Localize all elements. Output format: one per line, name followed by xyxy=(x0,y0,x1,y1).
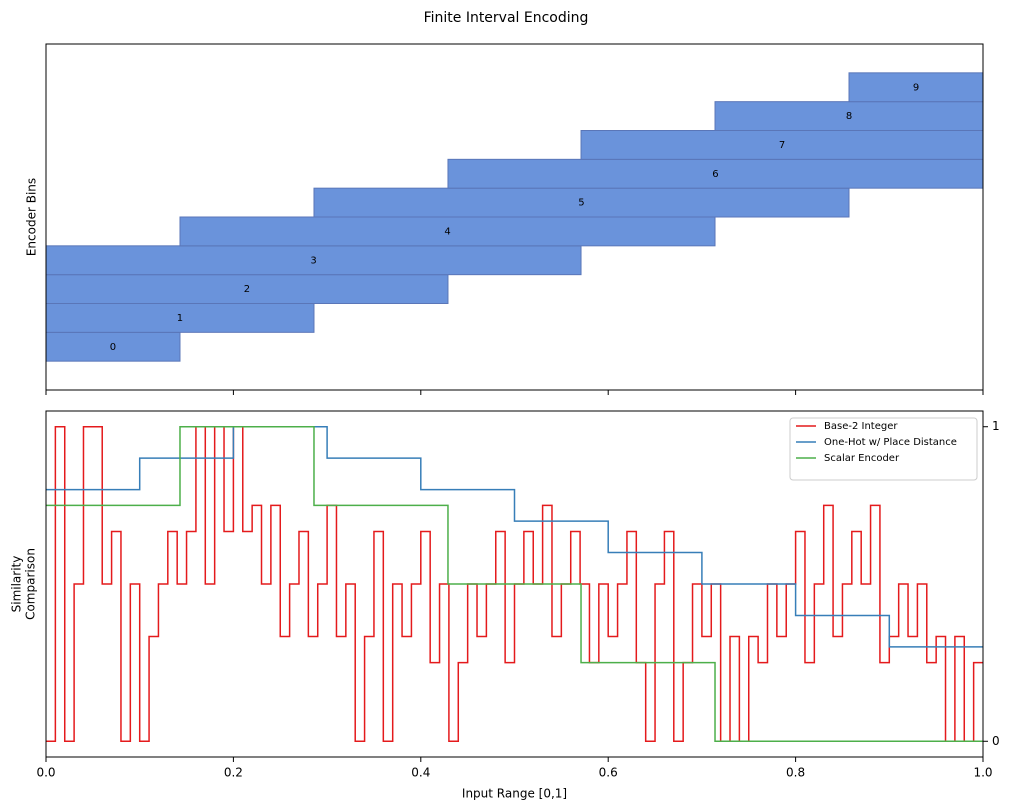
bin-bar xyxy=(447,158,984,189)
bin-label: 8 xyxy=(846,111,852,122)
bin-label: 0 xyxy=(110,342,116,353)
chart-title: Finite Interval Encoding xyxy=(424,10,589,26)
x-tick-label: 1.0 xyxy=(973,766,992,780)
series-line xyxy=(46,425,983,648)
y-tick-label: 1 xyxy=(992,419,1000,433)
legend-label: Base-2 Integer xyxy=(824,421,898,432)
legend-box xyxy=(789,417,978,481)
bin-bar xyxy=(313,187,850,218)
y-axis-label: Comparison xyxy=(24,548,38,620)
y-axis-label: Encoder Bins xyxy=(25,178,39,256)
x-axis-label: Input Range [0,1] xyxy=(462,787,567,801)
bin-label: 3 xyxy=(310,255,316,266)
bin-label: 7 xyxy=(779,140,785,151)
axes-frame xyxy=(45,43,984,391)
bin-bar xyxy=(45,331,181,362)
axes-frame xyxy=(45,410,984,758)
bin-label: 5 xyxy=(578,198,584,209)
x-tick-label: 0.0 xyxy=(36,766,55,780)
bin-label: 4 xyxy=(444,226,450,237)
x-tick-label: 0.4 xyxy=(411,766,430,780)
bin-label: 1 xyxy=(177,313,183,324)
y-axis-label: Similarity xyxy=(10,556,24,613)
bin-bar xyxy=(45,245,582,276)
x-tick-label: 0.8 xyxy=(786,766,805,780)
x-tick-label: 0.2 xyxy=(224,766,243,780)
bin-label: 9 xyxy=(913,82,919,93)
bin-label: 2 xyxy=(244,284,250,295)
bin-bar xyxy=(45,303,315,333)
bin-bar xyxy=(179,216,716,247)
bin-bar xyxy=(848,72,984,103)
x-tick-label: 0.6 xyxy=(599,766,618,780)
legend-label: Scalar Encoder xyxy=(824,453,900,464)
bin-bar xyxy=(580,130,984,160)
bin-label: 6 xyxy=(712,169,718,180)
y-tick-label: 0 xyxy=(992,734,1000,748)
legend-label: One-Hot w/ Place Distance xyxy=(824,437,957,448)
series-line xyxy=(46,425,983,743)
bin-bar xyxy=(714,101,984,131)
